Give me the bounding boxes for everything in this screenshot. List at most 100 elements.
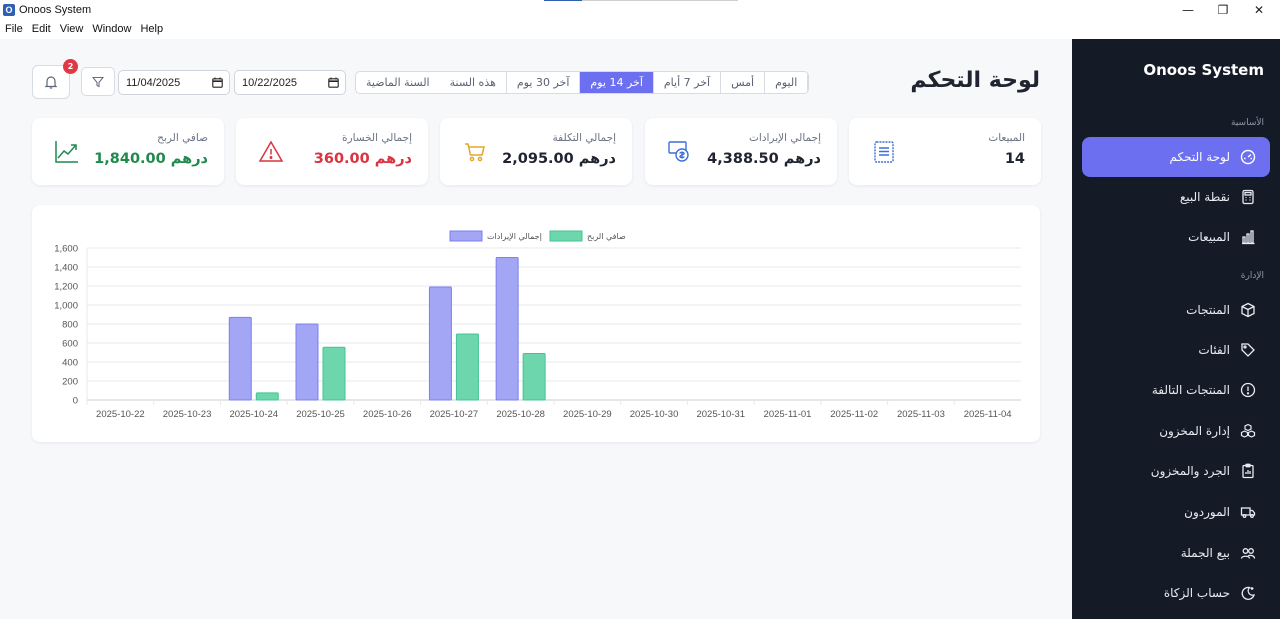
calculator-icon <box>1242 189 1254 205</box>
sidebar-item-label: المبيعات <box>1188 230 1230 244</box>
range-last-14-days[interactable]: آخر 14 يوم <box>580 72 654 93</box>
moon-star-icon <box>1241 586 1255 601</box>
clipboard-icon <box>1242 463 1254 479</box>
menu-window[interactable]: Window <box>92 23 132 35</box>
range-last-7-days[interactable]: آخر 7 أيام <box>654 72 722 93</box>
receipt-icon <box>874 141 894 163</box>
sidebar-item-pos[interactable]: نقطة البيع <box>1082 177 1270 217</box>
x-tick-label: 2025-11-02 <box>830 409 878 420</box>
minimize-button[interactable]: — <box>1182 2 1194 17</box>
y-tick-label: 200 <box>62 377 78 388</box>
x-tick-label: 2025-10-31 <box>696 409 745 420</box>
sidebar-item-wholesale[interactable]: بيع الجملة <box>1082 533 1270 573</box>
x-tick-label: 2025-10-23 <box>163 409 212 420</box>
box-icon <box>1241 302 1255 318</box>
notification-badge: 2 <box>63 59 78 74</box>
window-title: Onoos System <box>19 3 92 16</box>
chart-bar <box>428 286 452 401</box>
sidebar-item-suppliers[interactable]: الموردون <box>1082 492 1270 532</box>
close-button[interactable]: ✕ <box>1253 2 1265 17</box>
x-tick-label: 2025-10-25 <box>296 409 345 420</box>
legend-label: إجمالي الإيرادات <box>487 232 542 242</box>
date-to-value: 11/04/2025 <box>126 76 181 89</box>
chart-bar <box>255 392 279 401</box>
sidebar-item-products[interactable]: المنتجات <box>1082 290 1270 330</box>
stat-label: صافي الربح <box>157 132 208 144</box>
sidebar-item-label: الموردون <box>1184 505 1230 519</box>
calendar-icon <box>328 77 339 88</box>
section-label-admin: الإدارة <box>1240 271 1264 281</box>
users-icon <box>1240 548 1256 559</box>
truck-icon <box>1240 507 1256 518</box>
sidebar-item-label: المنتجات <box>1186 303 1230 317</box>
filter-button[interactable] <box>81 67 115 96</box>
x-tick-label: 2025-11-03 <box>897 409 945 420</box>
range-last-30-days[interactable]: آخر 30 يوم <box>507 72 581 93</box>
stat-value: 4,388.50 درهم <box>707 151 821 167</box>
y-tick-label: 1,000 <box>54 301 78 312</box>
alert-circle-icon <box>1240 382 1256 398</box>
sidebar-item-zakat[interactable]: حساب الزكاة <box>1082 573 1270 613</box>
x-tick-label: 2025-11-01 <box>764 409 812 420</box>
y-tick-label: 1,400 <box>54 263 78 274</box>
legend-label: صافي الربح <box>587 232 626 241</box>
stat-value: 2,095.00 درهم <box>502 151 616 167</box>
chart-bar <box>495 257 519 401</box>
stat-value: 360.00 درهم <box>313 151 412 167</box>
y-tick-label: 600 <box>62 339 78 350</box>
range-this-year[interactable]: هذه السنة <box>440 72 507 93</box>
range-today[interactable]: اليوم <box>765 72 809 93</box>
chart-bar <box>228 316 252 401</box>
section-label-basic: الأساسية <box>1231 118 1264 128</box>
sidebar-item-label: إدارة المخزون <box>1159 424 1230 438</box>
y-tick-label: 0 <box>73 396 78 407</box>
range-yesterday[interactable]: أمس <box>721 72 766 93</box>
sidebar-item-label: بيع الجملة <box>1180 546 1230 560</box>
stat-label: إجمالي الإيرادات <box>749 132 821 144</box>
chart-canvas: 0 200 400 600 800 1,000 1,200 1,400 1,600 2025-10… <box>54 230 1021 420</box>
bell-icon <box>44 76 58 89</box>
menu-file[interactable]: File <box>5 23 23 35</box>
menu-help[interactable]: Help <box>140 23 164 35</box>
sidebar-item-sales[interactable]: المبيعات <box>1082 217 1270 257</box>
y-tick-label: 800 <box>62 320 78 331</box>
menu-view[interactable]: View <box>59 23 84 35</box>
date-to-input[interactable]: 11/04/2025 <box>118 70 230 95</box>
boxes-icon <box>1240 423 1256 438</box>
revenue-profit-chart: 0 200 400 600 800 1,000 1,200 1,400 1,600 2025-10… <box>32 205 1040 442</box>
sidebar-item-label: حساب الزكاة <box>1163 586 1230 600</box>
stat-value: 14 <box>1004 151 1025 167</box>
sidebar-item-stocktaking[interactable]: الجرد والمخزون <box>1082 451 1270 491</box>
sidebar-item-inventory-management[interactable]: إدارة المخزون <box>1082 411 1270 451</box>
brand-name: Onoos System <box>1143 61 1264 79</box>
cart-icon <box>465 143 485 162</box>
app-logo-icon: O <box>3 3 15 16</box>
window-titlebar: O Onoos System <box>0 0 1280 19</box>
x-tick-label: 2025-11-04 <box>964 409 1012 420</box>
legend-swatch <box>449 230 483 242</box>
x-tick-label: 2025-10-22 <box>96 409 145 420</box>
bar-chart-icon <box>1242 230 1255 245</box>
x-tick-label: 2025-10-24 <box>229 409 278 420</box>
x-tick-label: 2025-10-30 <box>630 409 679 420</box>
range-last-year[interactable]: السنة الماضية <box>366 76 430 89</box>
stat-card-cost: إجمالي التكلفة 2,095.00 درهم <box>440 118 632 185</box>
tag-icon <box>1241 343 1255 357</box>
stat-label: إجمالي التكلفة <box>552 132 616 144</box>
x-tick-label: 2025-10-29 <box>563 409 612 420</box>
x-tick-label: 2025-10-27 <box>430 409 479 420</box>
page-title: لوحة التحكم <box>910 68 1040 93</box>
date-from-input[interactable]: 10/22/2025 <box>234 70 346 95</box>
sidebar-item-dashboard[interactable]: لوحة التحكم <box>1082 137 1270 177</box>
menu-edit[interactable]: Edit <box>31 23 51 35</box>
restore-button[interactable]: ❐ <box>1217 2 1229 17</box>
stat-card-loss: إجمالي الخسارة 360.00 درهم <box>236 118 428 185</box>
stat-label: المبيعات <box>988 132 1025 144</box>
sidebar-item-damaged-products[interactable]: المنتجات التالفة <box>1082 370 1270 410</box>
x-tick-label: 2025-10-26 <box>363 409 412 420</box>
chart-bar <box>322 346 346 401</box>
y-tick-label: 1,600 <box>54 244 78 255</box>
sidebar-item-label: لوحة التحكم <box>1169 150 1231 164</box>
sidebar-item-categories[interactable]: الفئات <box>1082 330 1270 370</box>
warning-icon <box>258 140 284 162</box>
